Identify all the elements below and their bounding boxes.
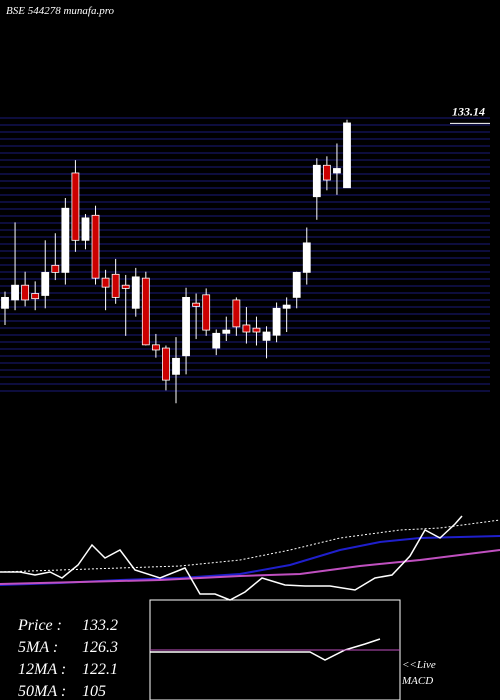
candle-body — [101, 277, 110, 288]
grid: 133.14 — [0, 104, 490, 392]
candle-body — [141, 277, 150, 346]
macd-line — [150, 638, 381, 661]
candle-body — [61, 207, 70, 273]
candle-body — [91, 214, 100, 279]
candle-body — [71, 172, 80, 241]
candle-body — [242, 324, 251, 333]
price-line — [0, 515, 463, 601]
stat-value: 122.1 — [82, 661, 118, 678]
candle-body — [1, 296, 9, 309]
stats: Price : 133.2 5MA : 126.3 12MA : 122.1 50MA : 1… — [17, 617, 118, 700]
candle-body — [252, 327, 261, 333]
candle-body — [302, 242, 311, 273]
candle-body — [162, 347, 170, 381]
stat-value: 133.2 — [82, 617, 118, 634]
candle-body — [151, 344, 160, 351]
candle-body — [182, 296, 190, 357]
candle-body — [11, 284, 19, 301]
macd-label: <<Live — [402, 659, 436, 671]
y-tick-label: 133.14 — [452, 104, 485, 118]
candle-body — [212, 332, 221, 349]
candle-body — [192, 302, 201, 307]
macd-label: MACD — [401, 675, 433, 687]
stat-value: 105 — [82, 683, 106, 700]
stat-label: Price : — [17, 617, 62, 634]
candle-body — [202, 294, 211, 331]
candle-body — [262, 331, 271, 341]
stat-value: 126.3 — [82, 639, 118, 656]
candle-body — [31, 293, 40, 300]
candle-body — [343, 122, 351, 189]
candle-body — [272, 307, 281, 336]
candle-body — [282, 304, 291, 309]
candle-body — [81, 217, 90, 241]
candle-body — [333, 168, 341, 174]
candle-body — [41, 271, 50, 296]
candle-body — [172, 357, 180, 375]
candle-body — [222, 329, 231, 334]
candle-body — [51, 264, 60, 273]
candle-body — [312, 164, 321, 198]
candle-body — [21, 284, 30, 301]
candles — [1, 119, 351, 404]
candle-body — [322, 164, 331, 181]
candle-body — [111, 273, 120, 298]
candle-body — [292, 271, 301, 298]
chart-title: BSE 544278 munafa.pro — [6, 5, 115, 17]
ma-line — [0, 549, 500, 585]
stat-label: 50MA : — [18, 683, 66, 700]
candle-body — [232, 299, 241, 328]
stat-label: 5MA : — [18, 639, 58, 656]
candle-body — [121, 284, 130, 289]
stat-label: 12MA : — [18, 661, 66, 678]
ma-line — [0, 535, 500, 586]
ma-line — [0, 519, 500, 573]
candle-body — [131, 276, 140, 309]
